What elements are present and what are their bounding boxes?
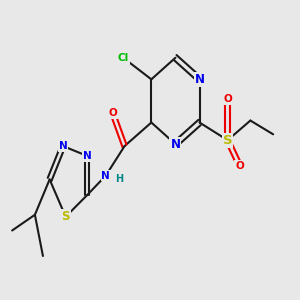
- Text: N: N: [170, 138, 180, 151]
- Text: Cl: Cl: [118, 53, 129, 63]
- Text: N: N: [194, 73, 205, 86]
- Text: S: S: [223, 134, 232, 147]
- Text: S: S: [61, 210, 70, 223]
- Text: H: H: [115, 174, 123, 184]
- Text: O: O: [108, 108, 117, 118]
- Text: N: N: [83, 151, 92, 161]
- Text: N: N: [101, 170, 110, 181]
- Text: O: O: [223, 94, 232, 104]
- Text: N: N: [58, 141, 68, 151]
- Text: O: O: [235, 161, 244, 171]
